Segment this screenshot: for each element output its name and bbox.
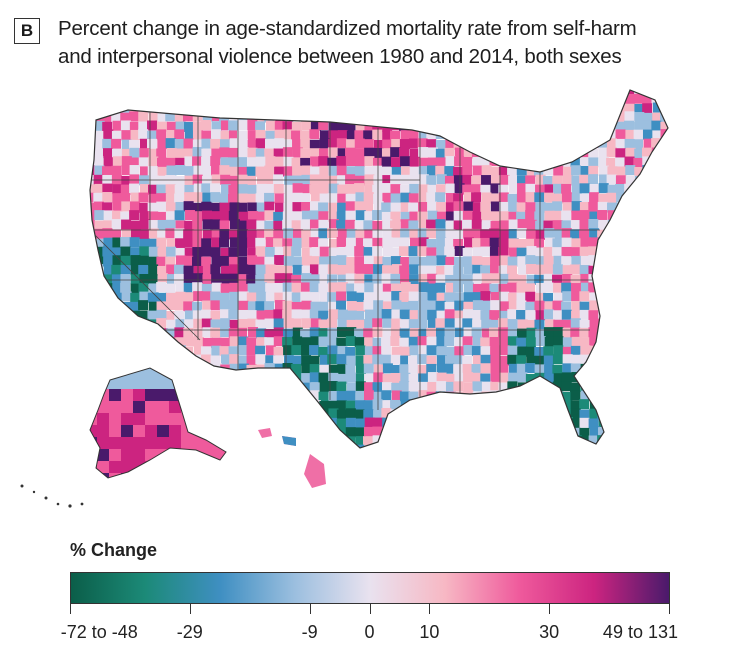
legend-tick-label: 49 to 131 — [602, 622, 679, 642]
hawaii — [258, 428, 326, 488]
legend-tick — [669, 604, 670, 614]
legend-tick-label: -29 — [176, 622, 203, 642]
aleutian-islands — [20, 484, 84, 508]
map-title-line-2: and interpersonal violence between 1980 … — [58, 45, 622, 68]
legend-tick — [70, 604, 71, 614]
map-title: Percent change in age-standardized morta… — [58, 15, 728, 71]
legend-tick-label: -9 — [301, 622, 318, 642]
legend-color-bar — [70, 572, 670, 604]
us-outline — [89, 89, 669, 449]
legend-tick-label: 10 — [419, 622, 440, 642]
legend-tick — [429, 604, 431, 614]
state-borders — [90, 110, 600, 410]
legend-tick — [549, 604, 551, 614]
legend-tick — [189, 604, 191, 614]
map-title-line-1: Percent change in age-standardized morta… — [58, 17, 637, 40]
legend-tick-label: -72 to -48 — [60, 622, 138, 642]
legend-tick-label: 0 — [364, 622, 375, 642]
us-county-choropleth-map — [20, 89, 669, 508]
alaska-outline — [89, 367, 227, 479]
legend-tick — [309, 604, 311, 614]
panel-label: B — [14, 18, 40, 44]
legend-tick — [369, 604, 371, 614]
legend-title: % Change — [70, 540, 158, 560]
legend-tick-label: 30 — [539, 622, 560, 642]
